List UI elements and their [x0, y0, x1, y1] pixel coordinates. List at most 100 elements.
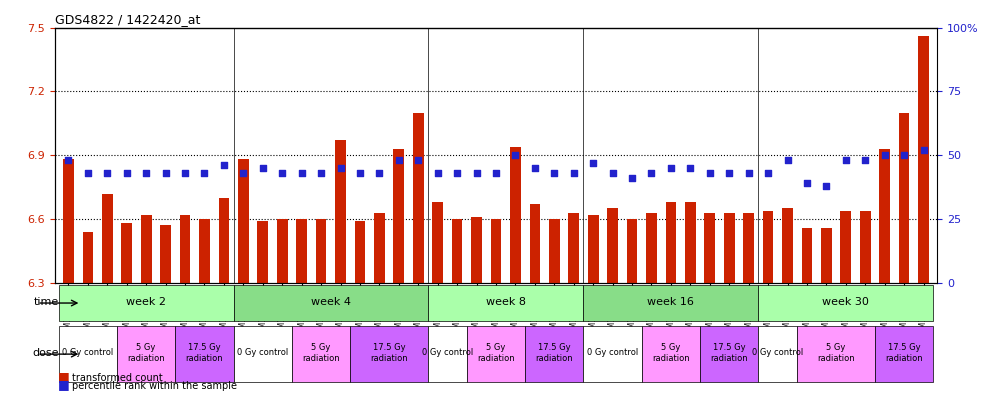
Bar	[141, 215, 152, 283]
Point	[100, 170, 116, 176]
Text: ■: ■	[58, 370, 70, 383]
Point	[702, 170, 718, 176]
Point	[760, 170, 776, 176]
Point	[61, 157, 77, 163]
Point	[255, 165, 271, 171]
Text: 5 Gy
radiation: 5 Gy radiation	[302, 343, 340, 363]
Point	[876, 152, 892, 158]
Text: 0 Gy control: 0 Gy control	[237, 348, 288, 357]
Bar	[759, 28, 933, 283]
Bar	[607, 208, 618, 283]
FancyBboxPatch shape	[233, 326, 292, 382]
Text: 5 Gy
radiation: 5 Gy radiation	[128, 343, 165, 363]
Bar	[316, 219, 326, 283]
Text: transformed count: transformed count	[72, 373, 163, 383]
Point	[741, 170, 757, 176]
Point	[139, 170, 155, 176]
Point	[799, 180, 815, 186]
Bar	[122, 223, 132, 283]
Bar	[899, 113, 909, 283]
FancyBboxPatch shape	[583, 285, 759, 321]
Bar	[860, 211, 870, 283]
Bar	[428, 28, 583, 283]
Point	[546, 170, 562, 176]
Text: 17.5 Gy
radiation: 17.5 Gy radiation	[885, 343, 923, 363]
Point	[585, 160, 601, 166]
Bar	[666, 202, 676, 283]
Bar	[568, 213, 579, 283]
FancyBboxPatch shape	[175, 326, 233, 382]
Bar	[685, 202, 696, 283]
Bar	[822, 228, 831, 283]
Point	[274, 170, 290, 176]
FancyBboxPatch shape	[428, 285, 583, 321]
Text: week 30: week 30	[823, 297, 869, 307]
Bar	[588, 215, 598, 283]
Bar	[277, 219, 287, 283]
Point	[80, 170, 96, 176]
FancyBboxPatch shape	[467, 326, 525, 382]
Point	[372, 170, 388, 176]
Bar	[394, 149, 404, 283]
Text: 0 Gy control: 0 Gy control	[587, 348, 638, 357]
Bar	[238, 160, 248, 283]
Point	[196, 170, 212, 176]
Point	[411, 157, 427, 163]
Bar	[627, 219, 637, 283]
Bar	[510, 147, 520, 283]
Bar	[646, 213, 657, 283]
Bar	[433, 202, 443, 283]
Point	[333, 165, 349, 171]
Text: 0 Gy control: 0 Gy control	[752, 348, 804, 357]
Text: 0 Gy control: 0 Gy control	[422, 348, 473, 357]
Text: 5 Gy
radiation: 5 Gy radiation	[818, 343, 855, 363]
FancyBboxPatch shape	[59, 326, 117, 382]
Text: GDS4822 / 1422420_at: GDS4822 / 1422420_at	[55, 13, 200, 26]
FancyBboxPatch shape	[583, 326, 642, 382]
Bar	[840, 211, 851, 283]
Point	[352, 170, 368, 176]
Bar	[218, 198, 229, 283]
Bar	[529, 204, 540, 283]
Text: 17.5 Gy
radiation: 17.5 Gy radiation	[370, 343, 408, 363]
FancyBboxPatch shape	[117, 326, 175, 382]
Bar	[59, 28, 233, 283]
Point	[313, 170, 329, 176]
Bar	[102, 194, 113, 283]
Bar	[161, 226, 170, 283]
FancyBboxPatch shape	[759, 326, 798, 382]
Point	[119, 170, 135, 176]
Point	[915, 147, 931, 153]
Bar	[802, 228, 813, 283]
Bar	[763, 211, 774, 283]
Bar	[63, 160, 74, 283]
Point	[837, 157, 853, 163]
Point	[819, 183, 834, 189]
Text: 17.5 Gy
radiation: 17.5 Gy radiation	[711, 343, 748, 363]
FancyBboxPatch shape	[759, 285, 933, 321]
Text: week 8: week 8	[486, 297, 525, 307]
Text: 0 Gy control: 0 Gy control	[62, 348, 114, 357]
Bar	[491, 219, 501, 283]
Point	[604, 170, 620, 176]
FancyBboxPatch shape	[875, 326, 933, 382]
Bar	[783, 208, 793, 283]
Bar	[879, 149, 890, 283]
Bar	[257, 221, 268, 283]
Point	[682, 165, 698, 171]
Point	[158, 170, 173, 176]
Point	[507, 152, 523, 158]
Bar	[335, 140, 346, 283]
Point	[663, 165, 679, 171]
FancyBboxPatch shape	[350, 326, 428, 382]
Point	[488, 170, 503, 176]
FancyBboxPatch shape	[233, 285, 428, 321]
Text: 5 Gy
radiation: 5 Gy radiation	[478, 343, 514, 363]
FancyBboxPatch shape	[525, 326, 583, 382]
Point	[216, 162, 232, 169]
Point	[721, 170, 737, 176]
Point	[780, 157, 796, 163]
Point	[294, 170, 310, 176]
FancyBboxPatch shape	[59, 285, 233, 321]
Text: week 16: week 16	[647, 297, 694, 307]
